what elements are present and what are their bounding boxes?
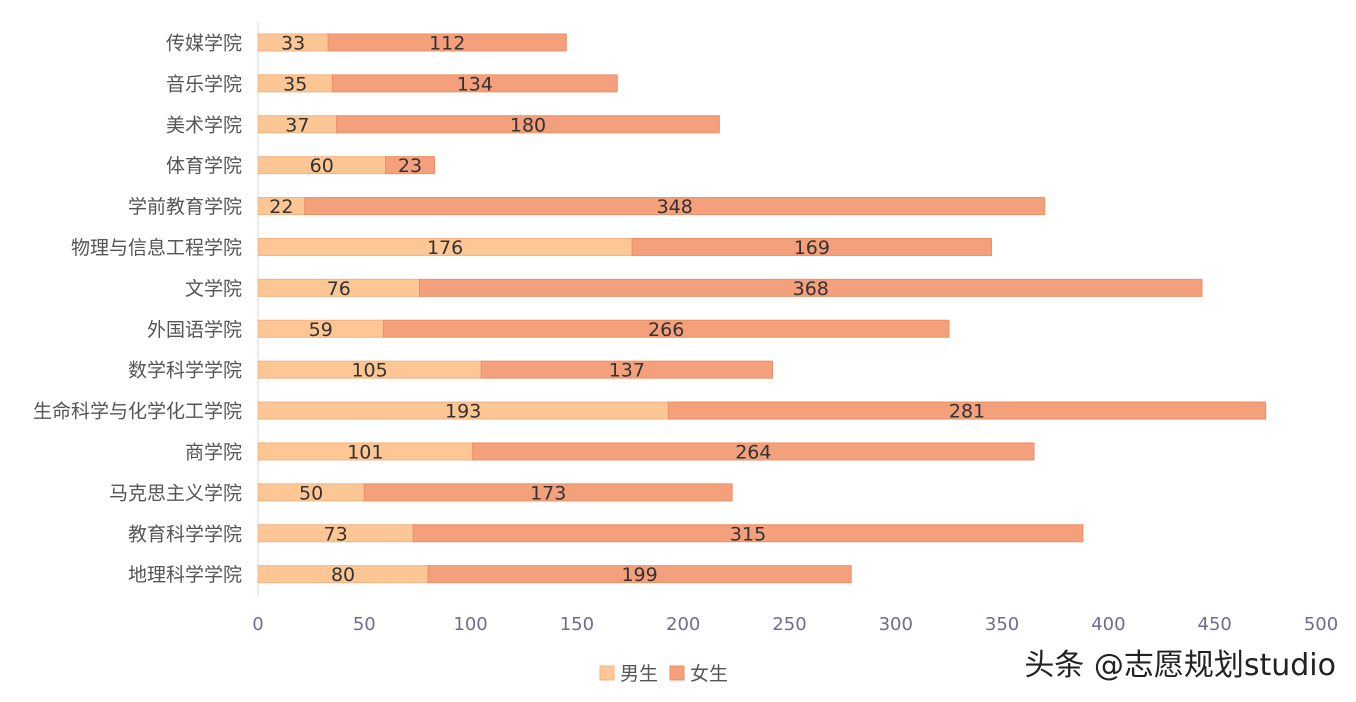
data-label: 315: [730, 523, 766, 545]
data-label: 193: [445, 401, 481, 423]
x-tick-label: 200: [666, 614, 700, 635]
bar-female: [304, 197, 1046, 216]
data-label: 134: [457, 73, 493, 95]
bar-female: [419, 278, 1203, 297]
data-label: 101: [347, 441, 383, 463]
legend-label: 男生: [620, 663, 658, 685]
legend-swatch-male: [599, 665, 615, 681]
category-label: 数学科学学院: [128, 360, 242, 382]
data-label: 264: [735, 441, 771, 463]
category-label: 传媒学院: [166, 32, 242, 54]
bar-female: [427, 565, 852, 584]
data-label: 35: [283, 73, 307, 95]
data-label: 22: [269, 196, 293, 218]
category-label: 马克思主义学院: [109, 482, 242, 504]
data-label: 348: [657, 196, 693, 218]
data-label: 199: [621, 564, 657, 586]
category-label: 地理科学学院: [128, 564, 242, 586]
data-label: 33: [281, 32, 305, 54]
data-label: 37: [285, 114, 309, 136]
data-label: 105: [351, 360, 387, 382]
data-label: 59: [309, 319, 333, 341]
category-label: 外国语学院: [147, 319, 242, 341]
data-label: 60: [310, 155, 334, 177]
bar-female: [336, 115, 720, 134]
x-tick-label: 150: [560, 614, 594, 635]
x-tick-label: 0: [252, 614, 263, 635]
data-label: 173: [530, 482, 566, 504]
data-label: 112: [429, 32, 465, 54]
x-tick-label: 500: [1304, 614, 1338, 635]
bar-female: [480, 360, 773, 379]
category-label: 商学院: [185, 441, 242, 463]
data-label: 368: [793, 278, 829, 300]
x-tick-label: 400: [1091, 614, 1125, 635]
data-label: 73: [324, 523, 348, 545]
data-label: 266: [648, 319, 684, 341]
data-label: 176: [427, 237, 463, 259]
category-label: 音乐学院: [166, 73, 242, 95]
x-tick-label: 100: [453, 614, 487, 635]
legend-swatch-female: [669, 665, 685, 681]
x-tick-label: 450: [1198, 614, 1232, 635]
category-label: 教育科学学院: [128, 523, 242, 545]
bar-female: [412, 524, 1084, 543]
x-tick-label: 250: [772, 614, 806, 635]
x-tick-label: 50: [353, 614, 376, 635]
x-tick-label: 300: [879, 614, 913, 635]
bar-female: [472, 442, 1035, 461]
data-label: 180: [510, 114, 546, 136]
data-label: 23: [398, 155, 422, 177]
x-tick-label: 350: [985, 614, 1019, 635]
bar-female: [331, 74, 618, 93]
category-label: 美术学院: [166, 114, 242, 136]
watermark: 头条 @志愿规划studio: [1024, 648, 1336, 683]
legend-label: 女生: [690, 663, 728, 685]
data-label: 50: [299, 482, 323, 504]
category-label: 文学院: [185, 278, 242, 300]
data-label: 80: [331, 564, 355, 586]
bar-female: [385, 156, 435, 175]
bar-female: [667, 401, 1267, 420]
category-label: 学前教育学院: [128, 196, 242, 218]
data-label: 76: [327, 278, 351, 300]
bar-female: [363, 483, 733, 502]
data-label: 281: [949, 401, 985, 423]
bar-female: [327, 33, 567, 52]
data-label: 137: [609, 360, 645, 382]
data-label: 169: [794, 237, 830, 259]
category-label: 物理与信息工程学院: [71, 237, 242, 259]
category-label: 生命科学与化学化工学院: [33, 401, 242, 423]
bar-female: [382, 319, 950, 338]
bar-female: [631, 237, 992, 256]
category-label: 体育学院: [166, 155, 242, 177]
